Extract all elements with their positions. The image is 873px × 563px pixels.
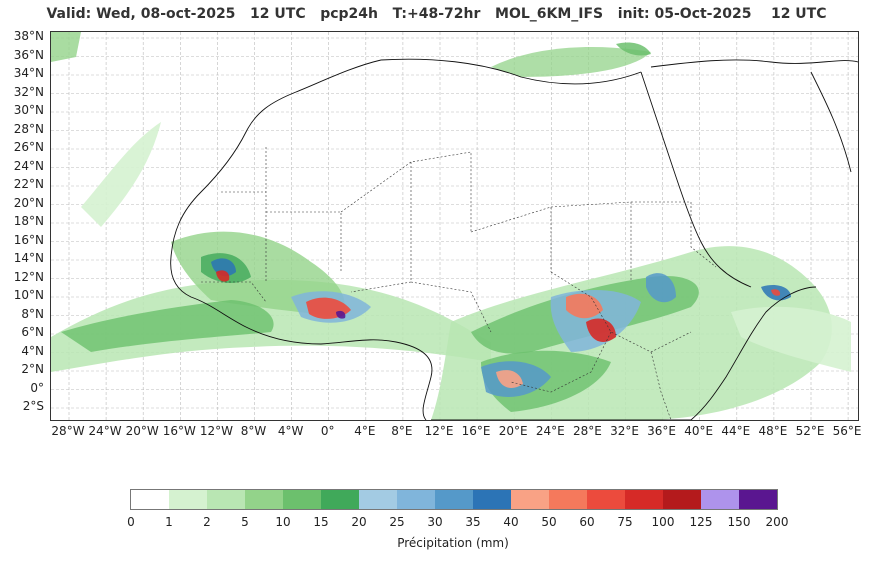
latitude-label: 26°N	[13, 140, 44, 154]
colorbar-segment	[435, 490, 473, 509]
latitude-label: 2°N	[21, 362, 44, 376]
latitude-label: 30°N	[13, 103, 44, 117]
colorbar-segment	[397, 490, 435, 509]
longitude-label: 4°W	[277, 424, 304, 438]
colorbar-tick-label: 2	[203, 515, 211, 529]
longitude-label: 8°W	[240, 424, 267, 438]
longitude-label: 20°W	[125, 424, 159, 438]
colorbar-segment	[473, 490, 511, 509]
colorbar-tick-label: 25	[389, 515, 405, 529]
latitude-label: 24°N	[13, 158, 44, 173]
longitude-label: 8°E	[391, 424, 413, 438]
latitude-label: 38°N	[13, 29, 44, 43]
precipitation-map	[50, 31, 859, 421]
longitude-label: 44°E	[721, 424, 751, 438]
latitude-label: 18°N	[13, 214, 44, 228]
longitude-label: 40°E	[684, 424, 714, 438]
colorbar-tick-label: 60	[579, 515, 595, 529]
longitude-label: 32°E	[610, 424, 639, 438]
latitude-label: 32°N	[13, 84, 44, 99]
precipitation-field	[51, 32, 851, 420]
latitude-label: 16°N	[13, 232, 44, 247]
colorbar-tick-label: 40	[503, 515, 519, 529]
colorbar-tick-label: 150	[727, 515, 751, 529]
longitude-label: 16°E	[461, 424, 491, 438]
longitude-label: 52°E	[795, 424, 825, 438]
longitude-label: 28°W	[51, 424, 85, 438]
latitude-label: 6°N	[21, 325, 44, 339]
colorbar-tick-label: 200	[765, 515, 789, 529]
colorbar-label: Précipitation (mm)	[397, 536, 509, 550]
colorbar-segment	[663, 490, 701, 509]
colorbar-segment	[169, 490, 207, 509]
colorbar-segment	[511, 490, 549, 509]
colorbar-segment	[245, 490, 283, 509]
colorbar-segment	[625, 490, 663, 509]
country-borders	[201, 147, 717, 420]
colorbar	[130, 489, 778, 510]
latitude-label: 2°S	[22, 399, 44, 413]
latitude-label: 10°N	[13, 288, 44, 302]
longitude-label: 4°E	[354, 424, 376, 438]
longitude-label: 0°	[320, 424, 335, 438]
longitude-label: 48°E	[758, 424, 788, 438]
colorbar-tick-label: 50	[541, 515, 557, 529]
coastlines	[170, 58, 858, 420]
latitude-label: 12°N	[13, 269, 44, 284]
colorbar-tick-label: 5	[241, 515, 249, 529]
colorbar-tick-label: 15	[313, 515, 329, 529]
colorbar-tick-label: 100	[651, 515, 675, 529]
longitude-label: 28°E	[572, 424, 602, 438]
colorbar-segment	[321, 490, 359, 509]
colorbar-segment	[207, 490, 245, 509]
latitude-label: 28°N	[13, 121, 44, 136]
longitude-label: 56°E	[832, 424, 862, 438]
longitude-label: 16°W	[162, 424, 196, 438]
colorbar-tick-label: 1	[165, 515, 173, 529]
longitude-label: 12°W	[199, 424, 233, 438]
colorbar-tick-label: 20	[351, 515, 367, 529]
colorbar-segment	[701, 490, 739, 509]
longitude-label: 20°E	[498, 424, 528, 438]
colorbar-segment	[739, 490, 777, 509]
latitude-label: 34°N	[13, 66, 44, 80]
latitude-label: 20°N	[13, 195, 44, 210]
latitude-label: 36°N	[13, 47, 44, 62]
colorbar-tick-label: 30	[427, 515, 443, 529]
longitude-label: 36°E	[647, 424, 677, 438]
latitude-label: 14°N	[13, 251, 44, 265]
colorbar-segment	[131, 490, 169, 509]
colorbar-tick-label: 0	[127, 515, 135, 529]
colorbar-tick-label: 35	[465, 515, 481, 529]
colorbar-tick-label: 75	[617, 515, 633, 529]
longitude-label: 24°W	[88, 424, 122, 438]
longitude-label: 12°E	[424, 424, 454, 438]
latitude-label: 4°N	[21, 343, 44, 358]
colorbar-tick-label: 10	[275, 515, 291, 529]
colorbar-tick-label: 125	[689, 515, 713, 529]
latitude-label: 8°N	[21, 306, 44, 321]
colorbar-segment	[549, 490, 587, 509]
latitude-label: 0°	[30, 380, 44, 395]
colorbar-segment	[587, 490, 625, 509]
latitude-label: 22°N	[13, 177, 44, 191]
map-title: Valid: Wed, 08-oct-2025 12 UTC pcp24h T:…	[46, 6, 827, 22]
map-canvas	[51, 32, 858, 420]
colorbar-segment	[359, 490, 397, 509]
longitude-label: 24°E	[535, 424, 565, 438]
colorbar-segment	[283, 490, 321, 509]
